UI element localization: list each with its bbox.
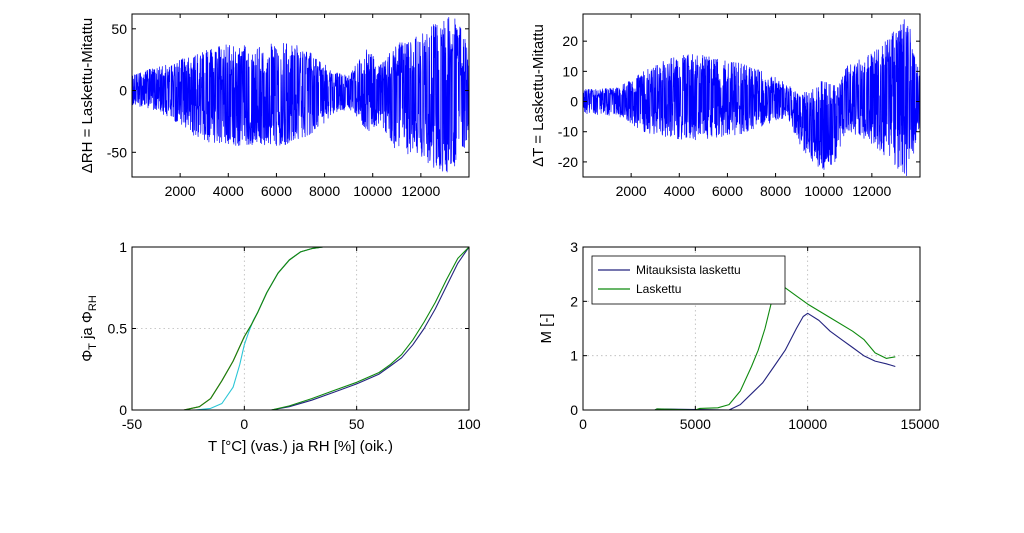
y-tick-label: -20: [558, 154, 578, 170]
legend-entry: Mitauksista laskettu: [636, 263, 741, 277]
y-axis-label: ΔRH = Laskettu-Mitattu: [79, 18, 96, 174]
series-line-c-2: [183, 247, 335, 410]
axes-frame: [131, 13, 470, 178]
y-tick-label: 0: [119, 83, 127, 99]
y-axis-label: M [-]: [538, 314, 555, 344]
x-tick-label: 2000: [616, 183, 647, 199]
chart-mould-index: 0 5000 10000 15000 0 1 2 3 M [-] Mitauksista lask…: [538, 239, 940, 432]
x-tick-label: 0: [579, 416, 587, 432]
chart-delta-rh: 2000 4000 6000 8000 10000 12000 -50 0 50 ΔRH = La…: [79, 13, 470, 199]
y-tick-label: 0: [119, 402, 127, 418]
x-tick-label: 12000: [852, 183, 891, 199]
y-tick-label: 1: [119, 239, 127, 255]
x-tick-label: 0: [240, 416, 248, 432]
x-tick-label: 50: [349, 416, 365, 432]
x-tick-label: 5000: [680, 416, 711, 432]
x-tick-label: 100: [457, 416, 481, 432]
axes-frame: [582, 13, 921, 178]
series-line-b-0: [583, 19, 920, 177]
y-axis-label: ΔT = Laskettu-Mitattu: [530, 24, 547, 167]
y-tick-label: 10: [562, 63, 578, 79]
series-line-c-3: [271, 247, 469, 410]
legend-entry: Laskettu: [636, 282, 681, 296]
x-tick-label: 10000: [804, 183, 843, 199]
x-tick-label: 10000: [353, 183, 392, 199]
x-tick-label: 4000: [664, 183, 695, 199]
x-tick-label: 8000: [309, 183, 340, 199]
y-tick-label: 2: [570, 293, 578, 309]
chart-delta-t: 2000 4000 6000 8000 10000 12000 -20 -10 0 10 20 ΔT …: [530, 13, 921, 199]
y-tick-label: 0: [570, 402, 578, 418]
axes-frame: [582, 246, 921, 411]
x-axis-label: T [°C] (vas.) ja RH [%] (oik.): [208, 438, 393, 455]
series-line-d-1: [583, 281, 896, 410]
y-axis-label: ΦT ja ΦRH: [79, 295, 99, 362]
y-tick-label: -50: [107, 144, 127, 160]
y-tick-label: -10: [558, 124, 578, 140]
x-tick-label: 6000: [712, 183, 743, 199]
x-tick-label: 6000: [261, 183, 292, 199]
y-tick-label: 20: [562, 33, 578, 49]
series-line-a-0: [132, 16, 469, 173]
x-tick-label: 2000: [165, 183, 196, 199]
y-tick-label: 0: [570, 94, 578, 110]
x-tick-label: 8000: [760, 183, 791, 199]
series-line-d-0: [583, 312, 896, 410]
x-tick-label: 15000: [901, 416, 940, 432]
y-tick-label: 0.5: [108, 321, 128, 337]
y-tick-label: 3: [570, 239, 578, 255]
legend-box: [591, 255, 786, 305]
x-tick-label: 4000: [213, 183, 244, 199]
chart-phi-cdf: -50 0 50 10000.51T [°C] (vas.) ja RH [%] (o…: [79, 239, 481, 455]
y-tick-label: 1: [570, 348, 578, 364]
x-tick-label: 12000: [401, 183, 440, 199]
series-line-c-4: [271, 247, 469, 410]
x-tick-label: 10000: [788, 416, 827, 432]
y-tick-label: 50: [111, 21, 127, 37]
x-tick-label: -50: [122, 416, 142, 432]
